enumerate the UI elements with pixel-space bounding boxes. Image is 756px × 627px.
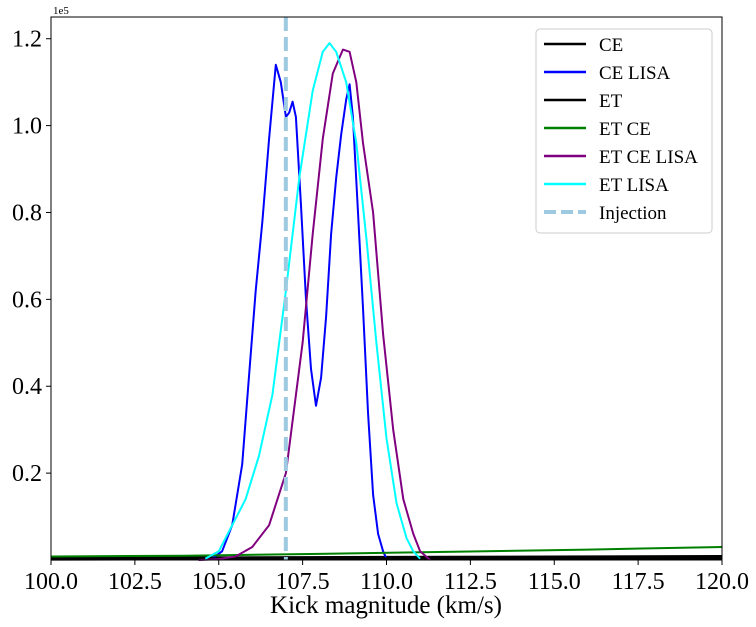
x-tick-label: 120.0 <box>695 569 749 595</box>
y-tick-label: 0.6 <box>12 287 42 313</box>
x-tick-label: 110.0 <box>360 569 413 595</box>
x-tick-label: 102.5 <box>108 569 162 595</box>
series-line-ce-lisa-1 <box>211 63 388 560</box>
legend-label-ce: CE <box>599 35 623 56</box>
y-tick-label: 1.2 <box>12 27 42 53</box>
y-axis: 0.2 0.4 0.6 0.8 1.0 1.2 <box>12 27 51 487</box>
series-line-et-ce-lisa-4 <box>198 48 431 561</box>
x-tick-label: 107.5 <box>276 569 330 595</box>
series-line-et-ce-3 <box>50 546 723 558</box>
legend-box <box>535 28 713 234</box>
legend-label-ce-lisa: CE LISA <box>599 63 671 84</box>
legend-label-injection: Injection <box>599 203 667 224</box>
legend-label-et: ET <box>599 91 623 112</box>
x-tick-label: 105.0 <box>192 569 246 595</box>
legend: CE CE LISA ET ET CE ET CE LISA ET LISA Injecti… <box>535 28 713 234</box>
legend-label-et-ce-lisa: ET CE LISA <box>599 147 698 168</box>
y-tick-label: 0.4 <box>12 374 42 400</box>
x-axis-title: Kick magnitude (km/s) <box>270 592 502 619</box>
series-line-et-lisa-5 <box>204 42 421 560</box>
y-tick-label: 1.0 <box>12 114 42 140</box>
x-axis: 100.0 102.5 105.0 107.5 110.0 112.5 115.0 117.5… <box>24 560 749 595</box>
series-layer <box>50 17 723 561</box>
x-tick-label: 117.5 <box>612 569 665 595</box>
legend-label-et-lisa: ET LISA <box>599 175 669 196</box>
x-tick-label: 100.0 <box>24 569 78 595</box>
x-tick-label: 115.0 <box>528 569 581 595</box>
y-offset-label: 1e5 <box>53 5 69 17</box>
x-tick-label: 112.5 <box>444 569 497 595</box>
y-tick-label: 0.2 <box>12 461 42 487</box>
series-line-et-2 <box>50 556 723 561</box>
legend-label-et-ce: ET CE <box>599 119 651 140</box>
y-tick-label: 0.8 <box>12 200 42 226</box>
